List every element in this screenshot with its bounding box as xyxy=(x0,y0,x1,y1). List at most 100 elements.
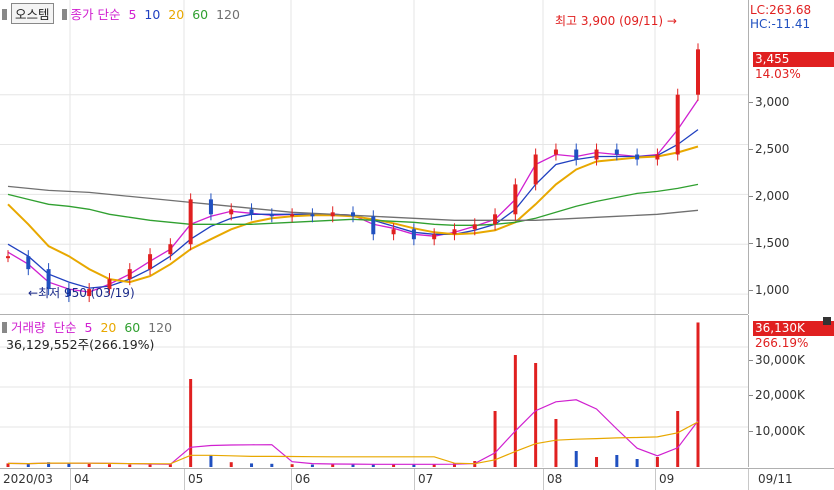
candle-body xyxy=(107,279,112,290)
volume-legend: 거래량 단순 5 20 60 120 xyxy=(2,317,176,336)
ma-5: 5 xyxy=(128,7,137,22)
last-price-badge: 3,455 xyxy=(753,52,834,67)
tick-mark xyxy=(749,102,753,103)
tick-mark xyxy=(749,196,753,197)
x-axis[interactable]: 2020/03 04 05 06 07 08 09 09/11 xyxy=(0,468,834,490)
candle-body xyxy=(594,149,599,160)
price-tick: 2,000 xyxy=(755,189,790,203)
x-label: 09 xyxy=(659,472,675,486)
volume-bar xyxy=(412,464,416,467)
volume-ma-label[interactable]: 단순 xyxy=(53,320,77,335)
volume-bar xyxy=(635,459,639,467)
volume-ma-line-5 xyxy=(7,399,699,465)
price-tick: 1,000 xyxy=(755,283,790,297)
current-date: 09/11 xyxy=(758,472,793,486)
arrow-right-icon: → xyxy=(666,14,677,28)
volume-bar xyxy=(655,457,659,467)
x-label: 07 xyxy=(418,472,434,486)
price-legend: 오스템 종가 단순 5 10 20 60 120 xyxy=(2,3,244,24)
volume-tick: 10,000K xyxy=(755,424,805,438)
candle-body xyxy=(452,229,457,235)
last-change: 14.03% xyxy=(755,67,801,81)
candle-body xyxy=(127,269,132,280)
x-separator xyxy=(291,469,292,490)
candle-body xyxy=(168,244,173,255)
high-note-text: 최고 3,900 (09/11) xyxy=(555,14,664,28)
volume-chart-pane[interactable]: 거래량 단순 5 20 60 120 36,129,552주(266.19%) xyxy=(0,315,748,467)
lc-label: LC:263.68 xyxy=(750,3,812,17)
volume-bar xyxy=(250,463,254,467)
stock-name[interactable]: 오스템 xyxy=(11,3,54,24)
ma-120: 120 xyxy=(216,7,240,22)
price-tick: 2,500 xyxy=(755,142,790,156)
volume-bar xyxy=(331,464,335,467)
volume-tick: 30,000K xyxy=(755,353,805,367)
x-separator xyxy=(748,469,749,490)
candle-body xyxy=(269,214,274,217)
volume-bar xyxy=(209,455,213,467)
volume-current: 36,129,552주(266.19%) xyxy=(6,337,155,352)
volume-bar xyxy=(513,355,517,467)
legend-marker-icon xyxy=(61,9,67,20)
price-chart-pane[interactable]: 오스템 종가 단순 5 10 20 60 120 최고 3,900 (09/11… xyxy=(0,0,748,315)
candle-body xyxy=(208,199,213,215)
price-chart[interactable] xyxy=(0,0,748,314)
candle-body xyxy=(391,229,396,235)
volume-bar xyxy=(290,464,294,467)
volume-bar xyxy=(574,451,578,467)
candle-body xyxy=(290,214,295,217)
volume-bar xyxy=(615,455,619,467)
candle-body xyxy=(411,229,416,240)
volume-bar xyxy=(696,322,700,467)
x-label: 06 xyxy=(295,472,311,486)
candle-body xyxy=(66,289,71,297)
candle-body xyxy=(553,149,558,155)
vol-ma-120: 120 xyxy=(148,320,173,335)
tick-mark xyxy=(749,243,753,244)
tick-mark xyxy=(749,395,753,396)
tick-mark xyxy=(749,360,753,361)
candle-body xyxy=(371,216,376,235)
volume-bar xyxy=(67,463,71,467)
volume-chart[interactable] xyxy=(0,315,748,467)
volume-ma-line-20 xyxy=(7,421,699,465)
candle-body xyxy=(87,289,92,297)
volume-bar xyxy=(595,457,599,467)
vol-ma-20: 20 xyxy=(100,320,117,335)
volume-bar xyxy=(229,462,233,467)
x-separator xyxy=(414,469,415,490)
volume-tick: 20,000K xyxy=(755,388,805,402)
volume-bar xyxy=(432,464,436,467)
candle-body xyxy=(229,209,234,215)
volume-bar xyxy=(148,464,152,467)
volume-bar xyxy=(493,411,497,467)
candle-body xyxy=(6,256,10,259)
x-separator xyxy=(543,469,544,490)
ma-line-5 xyxy=(7,99,699,293)
x-label: 2020/03 xyxy=(3,472,53,486)
ma-10: 10 xyxy=(144,7,161,22)
volume-bar xyxy=(47,462,51,467)
volume-bar xyxy=(6,463,10,467)
x-label: 05 xyxy=(188,472,204,486)
candle-body xyxy=(696,49,700,95)
volume-label[interactable]: 거래량 xyxy=(11,320,46,335)
volume-bar xyxy=(310,464,314,467)
x-separator xyxy=(655,469,656,490)
volume-scale[interactable]: 36,130K 266.19% 30,000K 20,000K 10,000K xyxy=(748,315,834,467)
candle-body xyxy=(249,209,254,215)
vol-ma-60: 60 xyxy=(124,320,141,335)
volume-bar xyxy=(554,419,558,467)
volume-bar xyxy=(189,379,193,467)
x-label: 04 xyxy=(74,472,90,486)
legend-marker-icon xyxy=(2,9,7,20)
candle-body xyxy=(330,212,335,217)
candle-body xyxy=(310,214,315,217)
candle-body xyxy=(574,149,579,160)
tick-mark xyxy=(749,149,753,150)
vol-ma-5: 5 xyxy=(84,320,93,335)
close-pane-icon[interactable] xyxy=(823,317,831,325)
volume-bar xyxy=(87,463,91,467)
price-scale[interactable]: LC:263.68 HC:-11.41 3,455 14.03% 3,000 2… xyxy=(748,0,834,314)
ma-label[interactable]: 종가 단순 xyxy=(70,7,121,22)
